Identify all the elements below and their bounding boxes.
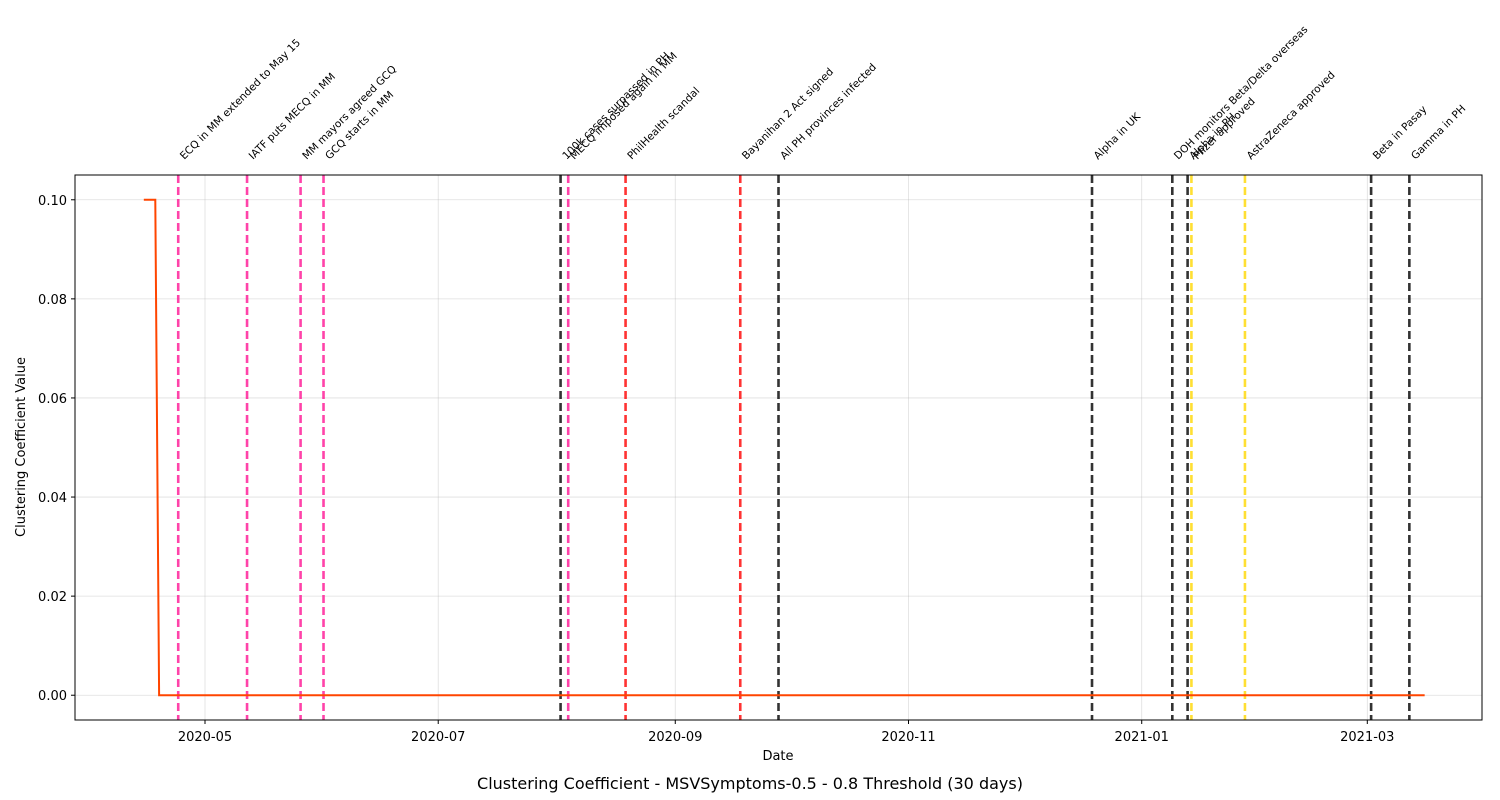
x-tick-label: 2020-07 — [411, 730, 465, 745]
x-tick-label: 2020-09 — [648, 730, 702, 745]
event-markers — [176, 175, 1411, 720]
y-axis-label: Clustering Coefficient Value — [14, 357, 29, 537]
chart-title: Clustering Coefficient - MSVSymptoms-0.5… — [477, 774, 1023, 793]
x-tick-label: 2020-11 — [881, 730, 935, 745]
plot-frame — [74, 174, 1483, 721]
y-tick-label: 0.04 — [38, 491, 67, 506]
series-lines — [143, 198, 1425, 697]
y-tick-label: 0.02 — [38, 590, 67, 605]
x-tick-label: 2021-01 — [1115, 730, 1169, 745]
y-tick-label: 0.06 — [38, 392, 67, 407]
y-tick-label: 0.08 — [38, 293, 67, 308]
y-tick-label: 0.10 — [38, 194, 67, 209]
x-axis-label: Date — [762, 749, 793, 764]
series-line — [143, 198, 1425, 697]
y-tick-label: 0.00 — [38, 689, 67, 704]
axis-ticks: 2020-05 2020-07 2020-09 2020-11 2021-01 2021-… — [38, 194, 1394, 745]
x-tick-label: 2020-05 — [178, 730, 232, 745]
x-tick-label: 2021-03 — [1340, 730, 1394, 745]
